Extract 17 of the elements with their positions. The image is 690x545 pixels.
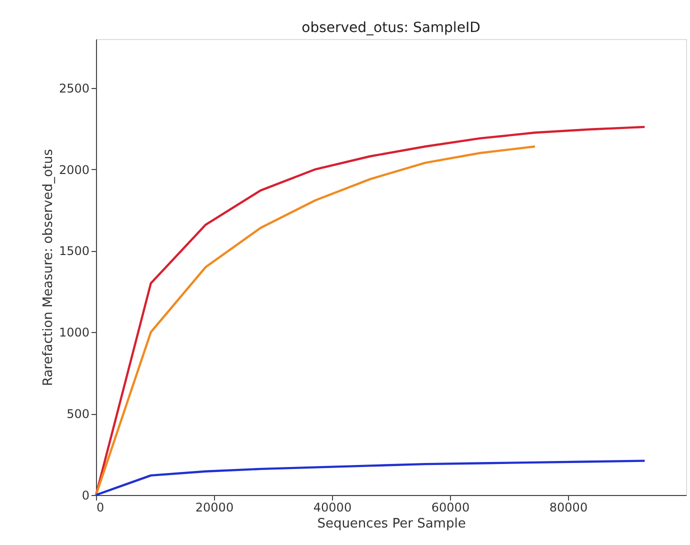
y-tick-label: 1500 bbox=[58, 244, 90, 258]
line-series bbox=[94, 126, 646, 496]
y-tick-label: 500 bbox=[66, 407, 90, 422]
line-series bbox=[94, 460, 646, 496]
x-tick-label: 80000 bbox=[549, 500, 588, 514]
y-axis-title: Rarefaction Measure: observed_otus bbox=[40, 148, 56, 386]
x-axis-title: Sequences Per Sample bbox=[317, 516, 466, 532]
x-tick-label: 40000 bbox=[313, 500, 352, 514]
y-tick-label: 2500 bbox=[58, 81, 90, 96]
line-series bbox=[94, 145, 536, 496]
y-tick-label: 2000 bbox=[58, 162, 90, 177]
x-tick-label: 60000 bbox=[431, 500, 470, 514]
chart-title: observed_otus: SampleID bbox=[302, 20, 480, 36]
x-tick-label: 20000 bbox=[195, 500, 234, 514]
y-tick-label: 1000 bbox=[58, 326, 90, 340]
x-tick-label: 0 bbox=[96, 500, 104, 514]
y-tick-label: 0 bbox=[82, 488, 90, 502]
